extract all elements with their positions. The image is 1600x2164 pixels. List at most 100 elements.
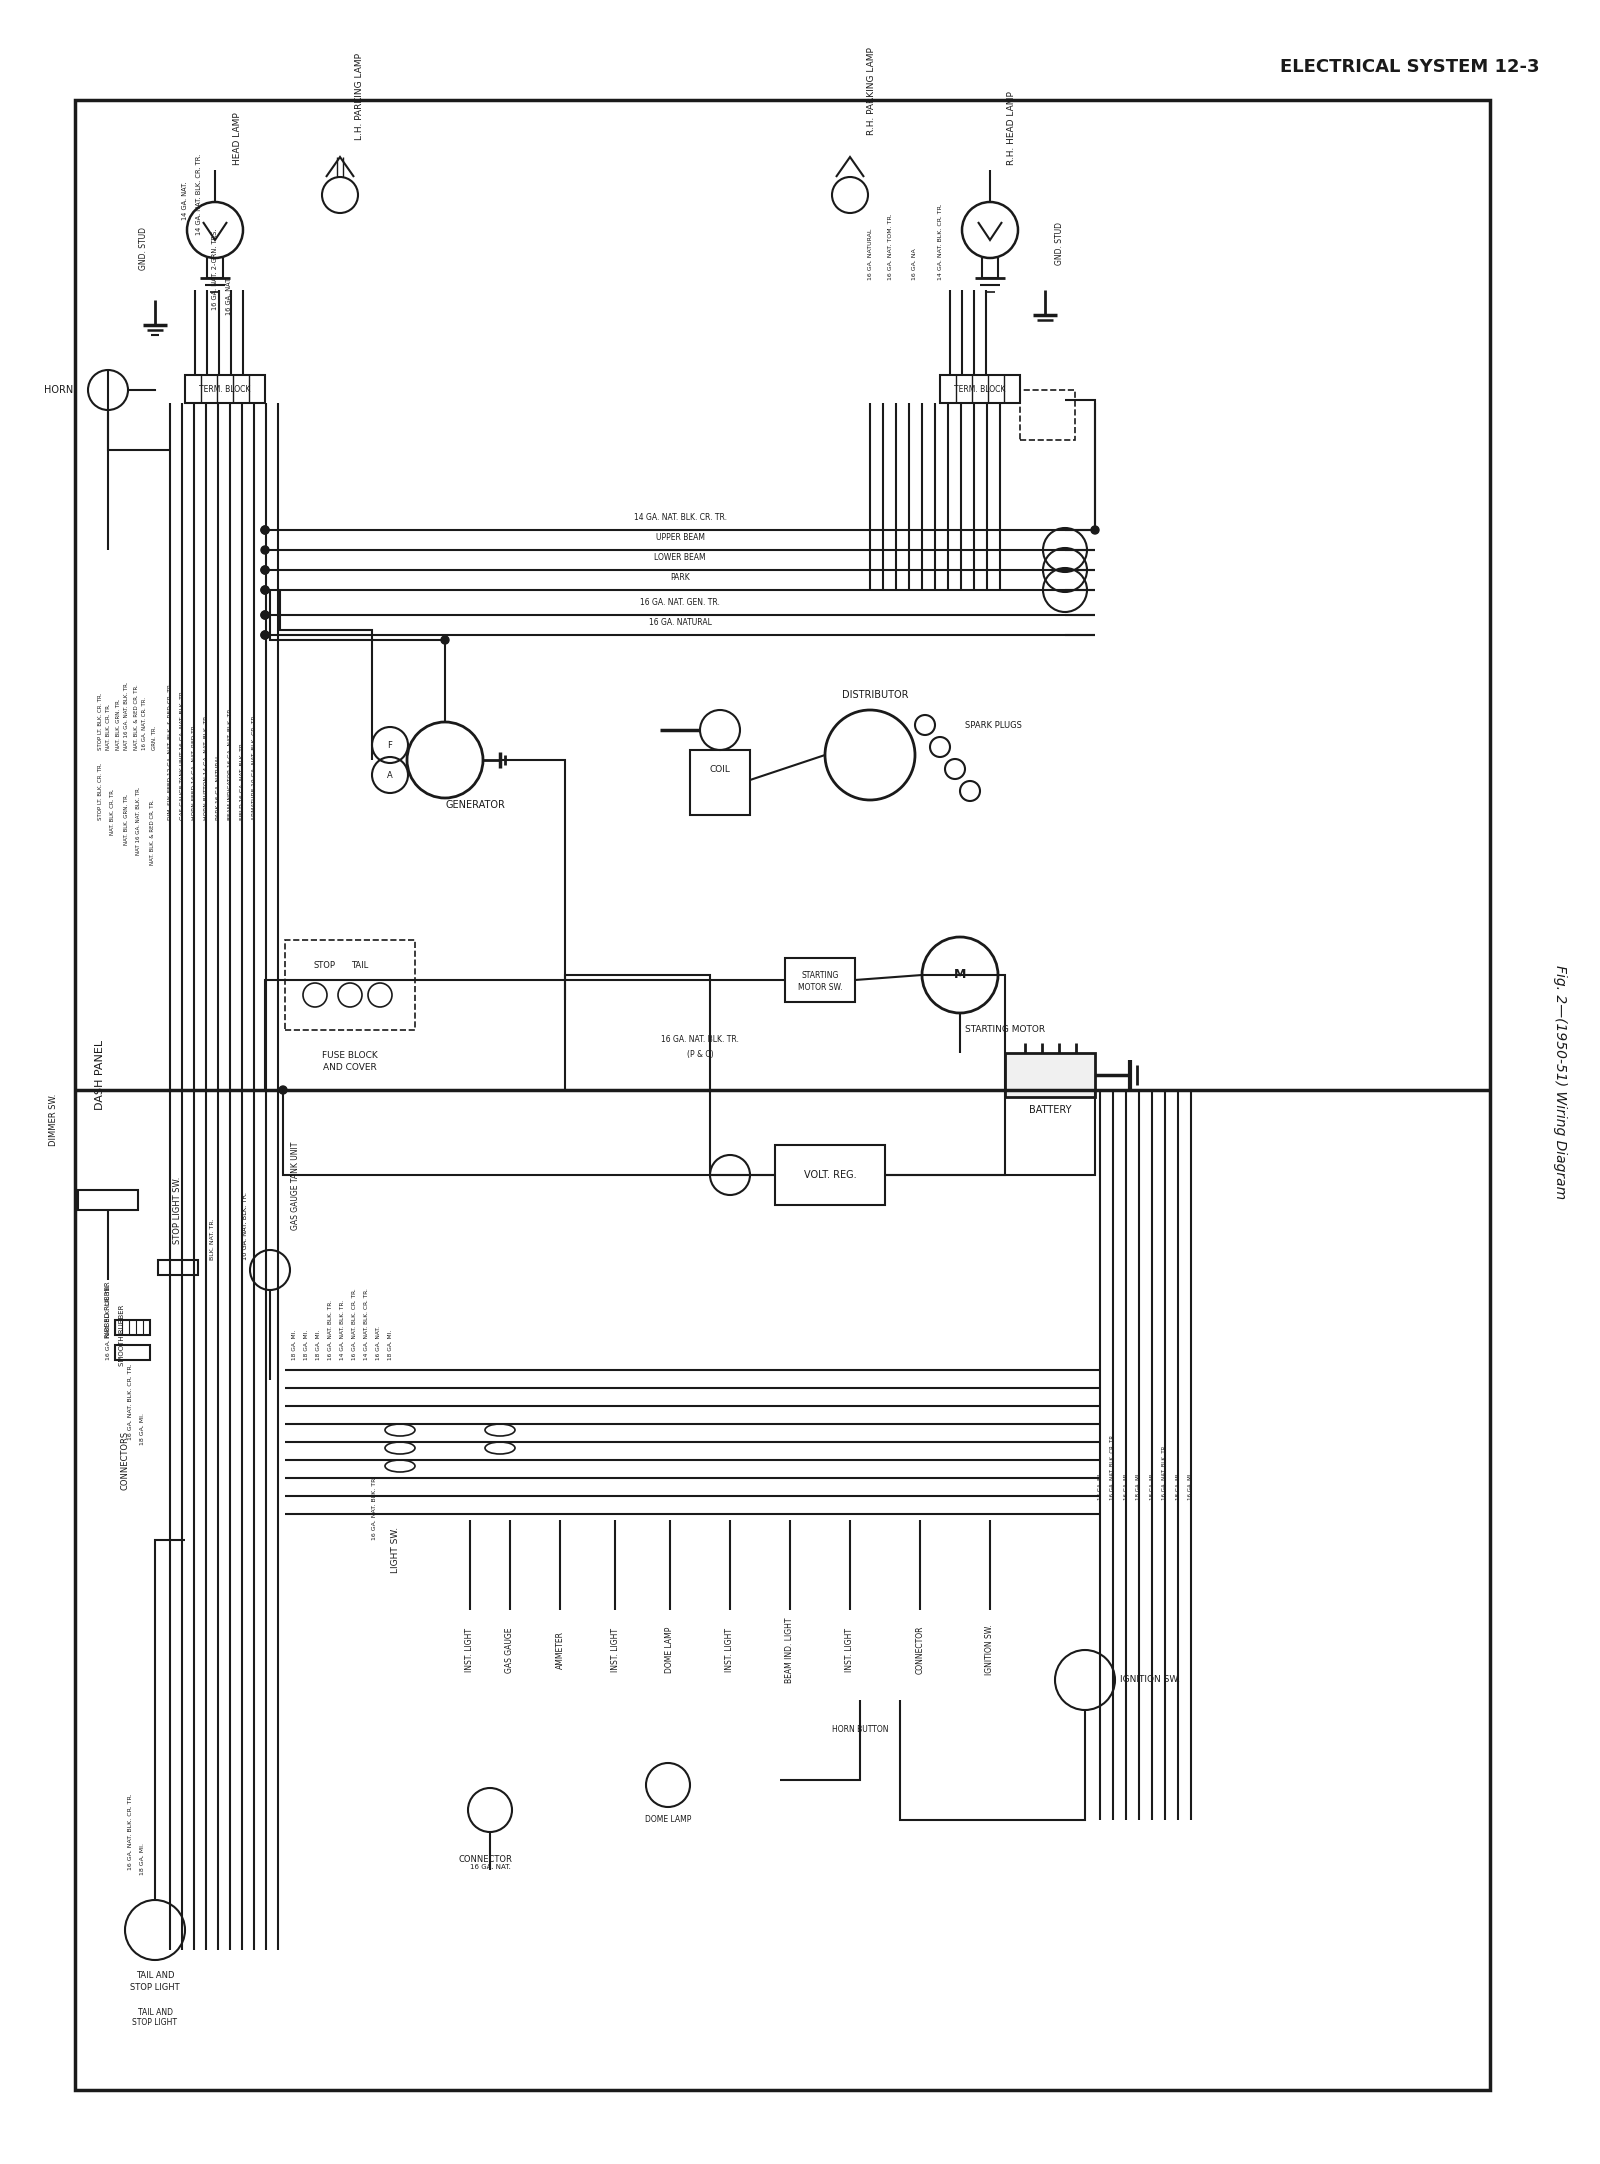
Text: DOME LAMP: DOME LAMP xyxy=(666,1627,675,1673)
Text: FIELD 16 GA. NAT. BLK. TR.: FIELD 16 GA. NAT. BLK. TR. xyxy=(240,742,245,820)
Text: TAIL AND
STOP LIGHT: TAIL AND STOP LIGHT xyxy=(133,2008,178,2028)
Text: R.H. PARKING LAMP: R.H. PARKING LAMP xyxy=(867,48,877,134)
Text: ELECTRICAL SYSTEM 12-3: ELECTRICAL SYSTEM 12-3 xyxy=(1280,58,1539,76)
Bar xyxy=(786,959,854,1002)
Text: STOP LT. BLK. CR. TR.: STOP LT. BLK. CR. TR. xyxy=(98,692,102,751)
Text: 18 GA. MI.: 18 GA. MI. xyxy=(141,1844,146,1874)
Bar xyxy=(158,1259,198,1275)
Ellipse shape xyxy=(485,1441,515,1454)
Text: HORN BUTTON 14 GA. NAT. BLK. TR.: HORN BUTTON 14 GA. NAT. BLK. TR. xyxy=(203,714,208,820)
Text: RIBBED RUBBER: RIBBED RUBBER xyxy=(106,1281,110,1337)
Text: 14 GA. NAT.: 14 GA. NAT. xyxy=(182,182,189,221)
Text: NAT 16 GA. NAT. BLK. TR.: NAT 16 GA. NAT. BLK. TR. xyxy=(125,682,130,751)
Text: 16 GA. NAT.: 16 GA. NAT. xyxy=(226,277,232,316)
Circle shape xyxy=(261,567,269,573)
Text: STARTING: STARTING xyxy=(802,969,838,980)
Text: HORN FEED 14 GA. NAT. RED TR.: HORN FEED 14 GA. NAT. RED TR. xyxy=(192,723,197,820)
Text: DASH PANEL: DASH PANEL xyxy=(94,1041,106,1110)
Text: NAT. BLK. GRN. TR.: NAT. BLK. GRN. TR. xyxy=(123,794,128,844)
Text: CONNECTOR: CONNECTOR xyxy=(915,1625,925,1675)
Text: 16 GA. NAT. BLK. TR.: 16 GA. NAT. BLK. TR. xyxy=(1163,1443,1168,1500)
Text: TERM. BLOCK: TERM. BLOCK xyxy=(954,385,1006,394)
Text: 16 GA. NAT. GEN. TR.: 16 GA. NAT. GEN. TR. xyxy=(640,597,720,606)
Circle shape xyxy=(1091,526,1099,535)
Text: BEAM IND. LIGHT: BEAM IND. LIGHT xyxy=(786,1617,795,1684)
Text: 18 GA. MI.: 18 GA. MI. xyxy=(389,1329,394,1359)
Text: 18 GA. MI.: 18 GA. MI. xyxy=(1176,1472,1181,1500)
Text: (P & C): (P & C) xyxy=(686,1050,714,1060)
Text: INST. LIGHT: INST. LIGHT xyxy=(845,1627,854,1673)
Ellipse shape xyxy=(485,1424,515,1437)
Text: 16 GA. MI.: 16 GA. MI. xyxy=(1123,1472,1128,1500)
Text: GND. STUD: GND. STUD xyxy=(1054,223,1064,264)
Text: 18 GA. MI.: 18 GA. MI. xyxy=(1136,1472,1141,1500)
Text: 16 GA. NAT. BLK. CR. TR.: 16 GA. NAT. BLK. CR. TR. xyxy=(128,1794,133,1870)
Circle shape xyxy=(261,610,269,619)
Text: 16 GA. NAT. BLK. CR. TR.: 16 GA. NAT. BLK. CR. TR. xyxy=(1110,1433,1115,1500)
Bar xyxy=(78,1190,138,1210)
Text: MOTOR SW.: MOTOR SW. xyxy=(798,982,842,993)
Text: 14 GA. NAT. BLK. TR.: 14 GA. NAT. BLK. TR. xyxy=(341,1301,346,1359)
Text: NAT. BLK. & RED CR. TR.: NAT. BLK. & RED CR. TR. xyxy=(133,684,139,751)
Text: 14 GA. NAT. BLK. CR. TR.: 14 GA. NAT. BLK. CR. TR. xyxy=(365,1288,370,1359)
Text: 16 GA. NAT. BLK. CR. TR.: 16 GA. NAT. BLK. CR. TR. xyxy=(128,1363,133,1439)
Text: L.H. PARKING LAMP: L.H. PARKING LAMP xyxy=(355,52,365,141)
Text: 16 GA. NAT. BLK. TR.: 16 GA. NAT. BLK. TR. xyxy=(242,1192,248,1259)
Circle shape xyxy=(442,636,450,645)
Text: PARK: PARK xyxy=(670,573,690,582)
Text: 18 GA. MI.: 18 GA. MI. xyxy=(1098,1472,1102,1500)
Text: IGNITION SW.: IGNITION SW. xyxy=(1120,1675,1181,1684)
Text: 14 GA. NAT. BLK. CR. TR.: 14 GA. NAT. BLK. CR. TR. xyxy=(634,513,726,522)
Text: TERM. BLOCK: TERM. BLOCK xyxy=(200,385,251,394)
Bar xyxy=(1021,390,1075,439)
Text: STOP: STOP xyxy=(314,961,336,969)
Text: 18 GA. MI.: 18 GA. MI. xyxy=(317,1329,322,1359)
Text: PARK 16 GA. NATURAL: PARK 16 GA. NATURAL xyxy=(216,755,221,820)
Text: DOME LAMP: DOME LAMP xyxy=(645,1816,691,1824)
Text: 16 GA. NAT. BLK. TR.: 16 GA. NAT. BLK. TR. xyxy=(661,1037,739,1045)
Text: STOP LT. BLK. CR. TR.: STOP LT. BLK. CR. TR. xyxy=(98,762,102,820)
Text: 16 GA. NAT. CR. TR.: 16 GA. NAT. CR. TR. xyxy=(142,697,147,751)
Text: CONNECTOR: CONNECTOR xyxy=(458,1855,512,1865)
Text: VOLT. REG.: VOLT. REG. xyxy=(803,1171,856,1179)
Text: BEAM INDICATOR 16 GA. NAT. BLK. TR.: BEAM INDICATOR 16 GA. NAT. BLK. TR. xyxy=(227,708,232,820)
Text: 16 GA. NAT. BLK. TR.: 16 GA. NAT. BLK. TR. xyxy=(328,1301,333,1359)
Text: DIMMER SW.: DIMMER SW. xyxy=(48,1093,58,1147)
Text: 16 GA. NAT. 2-GRN. TRS.: 16 GA. NAT. 2-GRN. TRS. xyxy=(211,229,218,309)
Text: STARTING MOTOR: STARTING MOTOR xyxy=(965,1026,1045,1034)
Text: ARMATURE 10 GA. NAT. BLK. CR. TR.: ARMATURE 10 GA. NAT. BLK. CR. TR. xyxy=(251,714,256,820)
Text: 16 GA. MI.: 16 GA. MI. xyxy=(1189,1472,1194,1500)
Text: HEAD LAMP: HEAD LAMP xyxy=(232,113,242,164)
Text: TAIL: TAIL xyxy=(352,961,368,969)
Text: NAT. BLK. GRN. TR.: NAT. BLK. GRN. TR. xyxy=(115,699,120,751)
Text: 16 GA. NAT.: 16 GA. NAT. xyxy=(376,1327,381,1359)
Text: STOP LIGHT SW.: STOP LIGHT SW. xyxy=(173,1177,182,1244)
Text: F: F xyxy=(387,740,392,749)
Text: DIM. SW. FEED 12 GA. NAT. BLK. & RED CR. TR.: DIM. SW. FEED 12 GA. NAT. BLK. & RED CR.… xyxy=(168,682,173,820)
Text: 16 GA. NATURAL: 16 GA. NATURAL xyxy=(867,229,872,279)
Text: HORN: HORN xyxy=(43,385,74,396)
Bar xyxy=(941,374,1021,403)
Text: 16 GA. NAT.: 16 GA. NAT. xyxy=(469,1863,510,1870)
Text: 18 GA. MI.: 18 GA. MI. xyxy=(293,1329,298,1359)
Bar xyxy=(75,100,1490,2090)
Text: Fig. 2—(1950-51) Wiring Diagram: Fig. 2—(1950-51) Wiring Diagram xyxy=(1554,965,1566,1199)
Text: TAIL AND: TAIL AND xyxy=(136,1971,174,1980)
Bar xyxy=(115,1346,150,1359)
Ellipse shape xyxy=(386,1441,414,1454)
Circle shape xyxy=(261,567,269,573)
Text: R.H. HEAD LAMP: R.H. HEAD LAMP xyxy=(1008,91,1016,164)
Text: INST. LIGHT: INST. LIGHT xyxy=(466,1627,475,1673)
Text: 18 GA. MI.: 18 GA. MI. xyxy=(304,1329,309,1359)
Circle shape xyxy=(261,586,269,593)
Text: HORN BUTTON: HORN BUTTON xyxy=(832,1725,888,1736)
Text: 16 GA. NA: 16 GA. NA xyxy=(912,249,917,279)
Text: FUSE BLOCK: FUSE BLOCK xyxy=(322,1050,378,1060)
Text: UPPER BEAM: UPPER BEAM xyxy=(656,532,704,541)
Text: BATTERY: BATTERY xyxy=(1029,1106,1072,1114)
Text: SPARK PLUGS: SPARK PLUGS xyxy=(965,721,1022,729)
Text: SMOOTH RUBBER: SMOOTH RUBBER xyxy=(118,1305,125,1365)
Text: CONNECTORS: CONNECTORS xyxy=(120,1430,130,1489)
Bar xyxy=(186,374,266,403)
Text: 18 GA. MI.: 18 GA. MI. xyxy=(1149,1472,1155,1500)
